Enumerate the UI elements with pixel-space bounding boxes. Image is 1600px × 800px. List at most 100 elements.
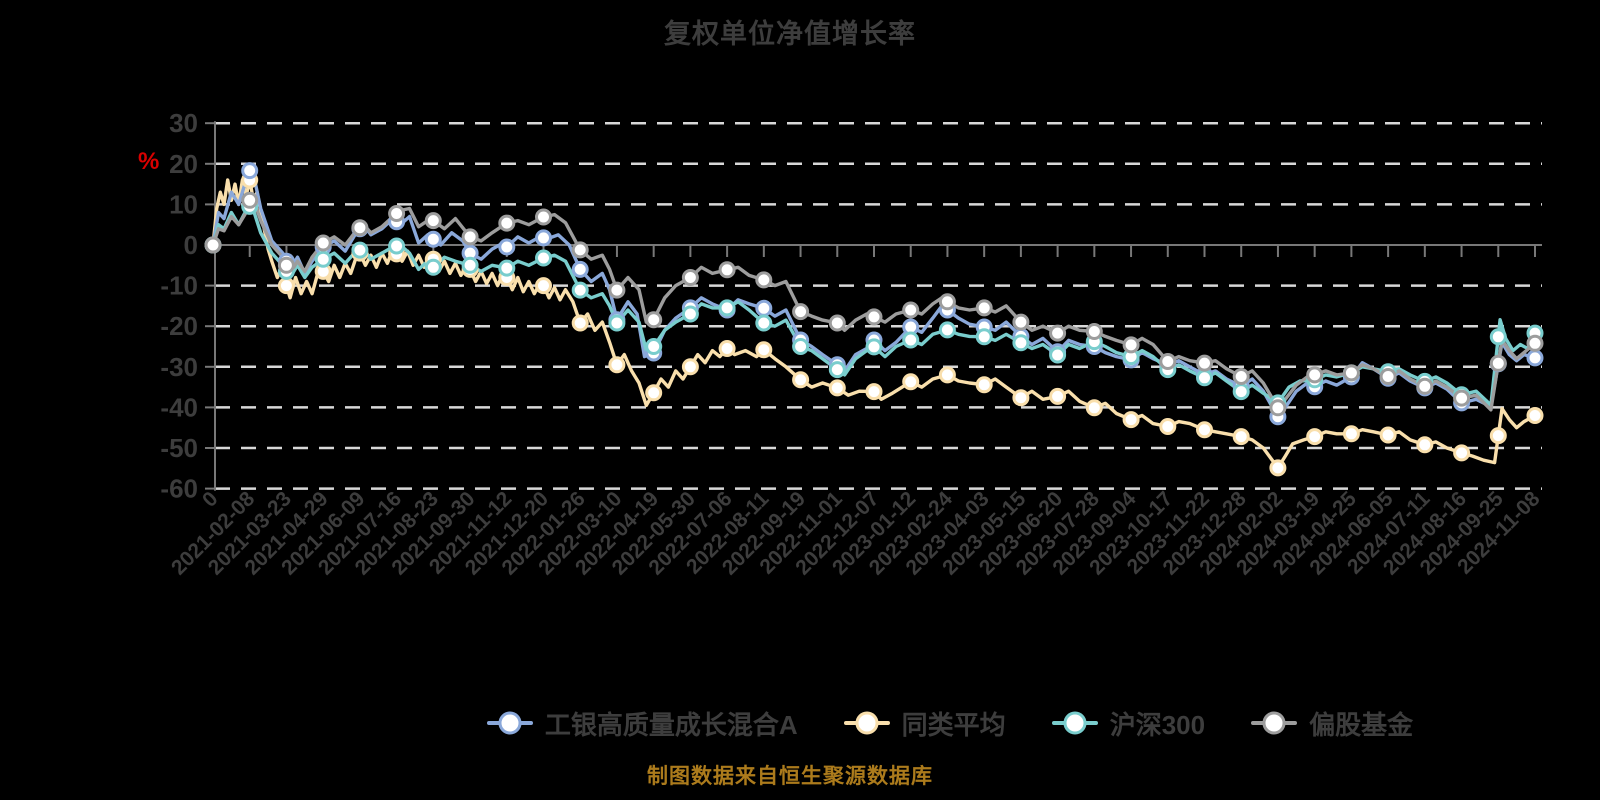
data-point-marker bbox=[755, 314, 773, 332]
data-point-marker bbox=[277, 256, 295, 274]
data-point-marker bbox=[755, 299, 773, 317]
legend-dot-icon bbox=[1262, 711, 1286, 735]
x-tick-label: 0 bbox=[198, 487, 223, 512]
data-point-marker bbox=[277, 277, 295, 295]
data-point-marker bbox=[938, 293, 956, 311]
data-point-marker bbox=[351, 241, 369, 259]
data-point-marker bbox=[535, 208, 552, 226]
data-point-marker bbox=[1012, 313, 1030, 331]
legend-item-2[interactable]: 沪深300 bbox=[1051, 705, 1206, 742]
y-tick-label: -60 bbox=[160, 474, 198, 504]
data-point-marker bbox=[535, 277, 552, 295]
data-point-marker bbox=[424, 230, 442, 248]
data-point-marker bbox=[975, 328, 993, 346]
data-point-marker bbox=[902, 331, 920, 349]
data-point-marker bbox=[424, 258, 442, 276]
data-point-marker bbox=[1269, 399, 1287, 417]
data-point-marker bbox=[608, 314, 626, 332]
data-point-marker bbox=[792, 371, 810, 389]
data-point-marker bbox=[645, 311, 663, 329]
data-point-marker bbox=[1232, 368, 1250, 385]
data-point-marker bbox=[498, 259, 516, 277]
legend-label: 同类平均 bbox=[901, 709, 1006, 740]
data-point-marker bbox=[204, 236, 222, 254]
data-point-marker bbox=[645, 384, 663, 402]
data-point-marker bbox=[828, 361, 846, 379]
y-axis: 30 20 10 0 -10 -20 -30 -40 -50 -60 bbox=[160, 108, 216, 504]
data-point-marker bbox=[1342, 425, 1360, 443]
data-point-marker bbox=[1049, 324, 1067, 342]
data-point-marker bbox=[535, 249, 552, 267]
legend-item-1[interactable]: 同类平均 bbox=[843, 705, 1006, 742]
data-point-marker bbox=[681, 358, 699, 376]
data-point-marker bbox=[571, 241, 589, 259]
data-point-marker bbox=[388, 205, 406, 222]
y-tick-label: -10 bbox=[160, 271, 198, 301]
legend-dot-icon bbox=[855, 711, 879, 735]
data-point-marker bbox=[718, 340, 736, 357]
data-point-marker bbox=[241, 162, 259, 180]
data-point-marker bbox=[902, 301, 920, 319]
data-point-marker bbox=[461, 228, 479, 246]
legend: 工银高质量成长混合A 同类平均 沪深300 偏股基金 bbox=[300, 700, 1600, 746]
data-point-marker bbox=[1159, 353, 1177, 370]
data-point-marker bbox=[1159, 418, 1177, 435]
legend-marker-icon bbox=[843, 711, 890, 735]
y-tick-label: -40 bbox=[160, 392, 198, 422]
data-point-marker bbox=[755, 271, 773, 289]
data-point-marker bbox=[351, 219, 369, 237]
data-point-marker bbox=[938, 366, 956, 384]
legend-item-0[interactable]: 工银高质量成长混合A bbox=[486, 705, 798, 742]
series-markers-3 bbox=[204, 191, 1544, 417]
y-tick-label: 0 bbox=[184, 230, 198, 260]
data-point-marker bbox=[1526, 407, 1544, 424]
data-point-marker bbox=[902, 373, 920, 391]
data-point-marker bbox=[1453, 389, 1471, 407]
data-point-marker bbox=[681, 269, 699, 286]
legend-dot-icon bbox=[498, 711, 522, 735]
data-point-marker bbox=[1122, 336, 1140, 354]
data-point-marker bbox=[498, 214, 516, 232]
data-point-marker bbox=[388, 237, 406, 255]
data-point-marker bbox=[1232, 428, 1250, 446]
y-tick-label: 30 bbox=[169, 108, 198, 138]
legend-item-3[interactable]: 偏股基金 bbox=[1251, 705, 1413, 742]
data-point-marker bbox=[828, 379, 846, 397]
data-point-marker bbox=[681, 305, 699, 323]
data-point-marker bbox=[1196, 354, 1213, 372]
series-markers-2 bbox=[204, 197, 1544, 412]
data-point-marker bbox=[1489, 328, 1507, 346]
data-point-marker bbox=[1232, 383, 1250, 401]
y-tick-label: -30 bbox=[160, 352, 198, 382]
data-point-marker bbox=[1379, 426, 1397, 444]
data-point-marker bbox=[461, 256, 479, 274]
legend-marker-icon bbox=[1251, 711, 1298, 735]
legend-label: 偏股基金 bbox=[1309, 709, 1414, 740]
data-point-marker bbox=[608, 356, 626, 374]
data-point-marker bbox=[1342, 364, 1360, 382]
legend-label: 沪深300 bbox=[1109, 709, 1206, 740]
data-point-marker bbox=[718, 261, 736, 279]
data-point-marker bbox=[571, 314, 589, 332]
data-point-marker bbox=[571, 260, 589, 278]
data-point-marker bbox=[865, 338, 883, 356]
data-point-marker bbox=[1085, 323, 1103, 340]
data-point-marker bbox=[1489, 427, 1507, 445]
data-point-marker bbox=[1122, 411, 1140, 429]
data-point-marker bbox=[828, 314, 846, 332]
data-point-marker bbox=[1306, 428, 1324, 446]
data-point-marker bbox=[314, 234, 332, 252]
data-point-marker bbox=[314, 250, 332, 268]
gridlines bbox=[215, 121, 1542, 490]
data-point-marker bbox=[1085, 399, 1103, 417]
y-tick-label: -20 bbox=[160, 311, 198, 341]
data-point-marker bbox=[1012, 389, 1030, 407]
legend-marker-icon bbox=[1051, 711, 1098, 735]
data-point-marker bbox=[645, 338, 663, 355]
data-point-marker bbox=[535, 229, 552, 247]
data-point-marker bbox=[792, 303, 810, 321]
data-point-marker bbox=[424, 212, 442, 230]
data-point-marker bbox=[975, 299, 993, 317]
x-axis bbox=[215, 244, 1542, 257]
